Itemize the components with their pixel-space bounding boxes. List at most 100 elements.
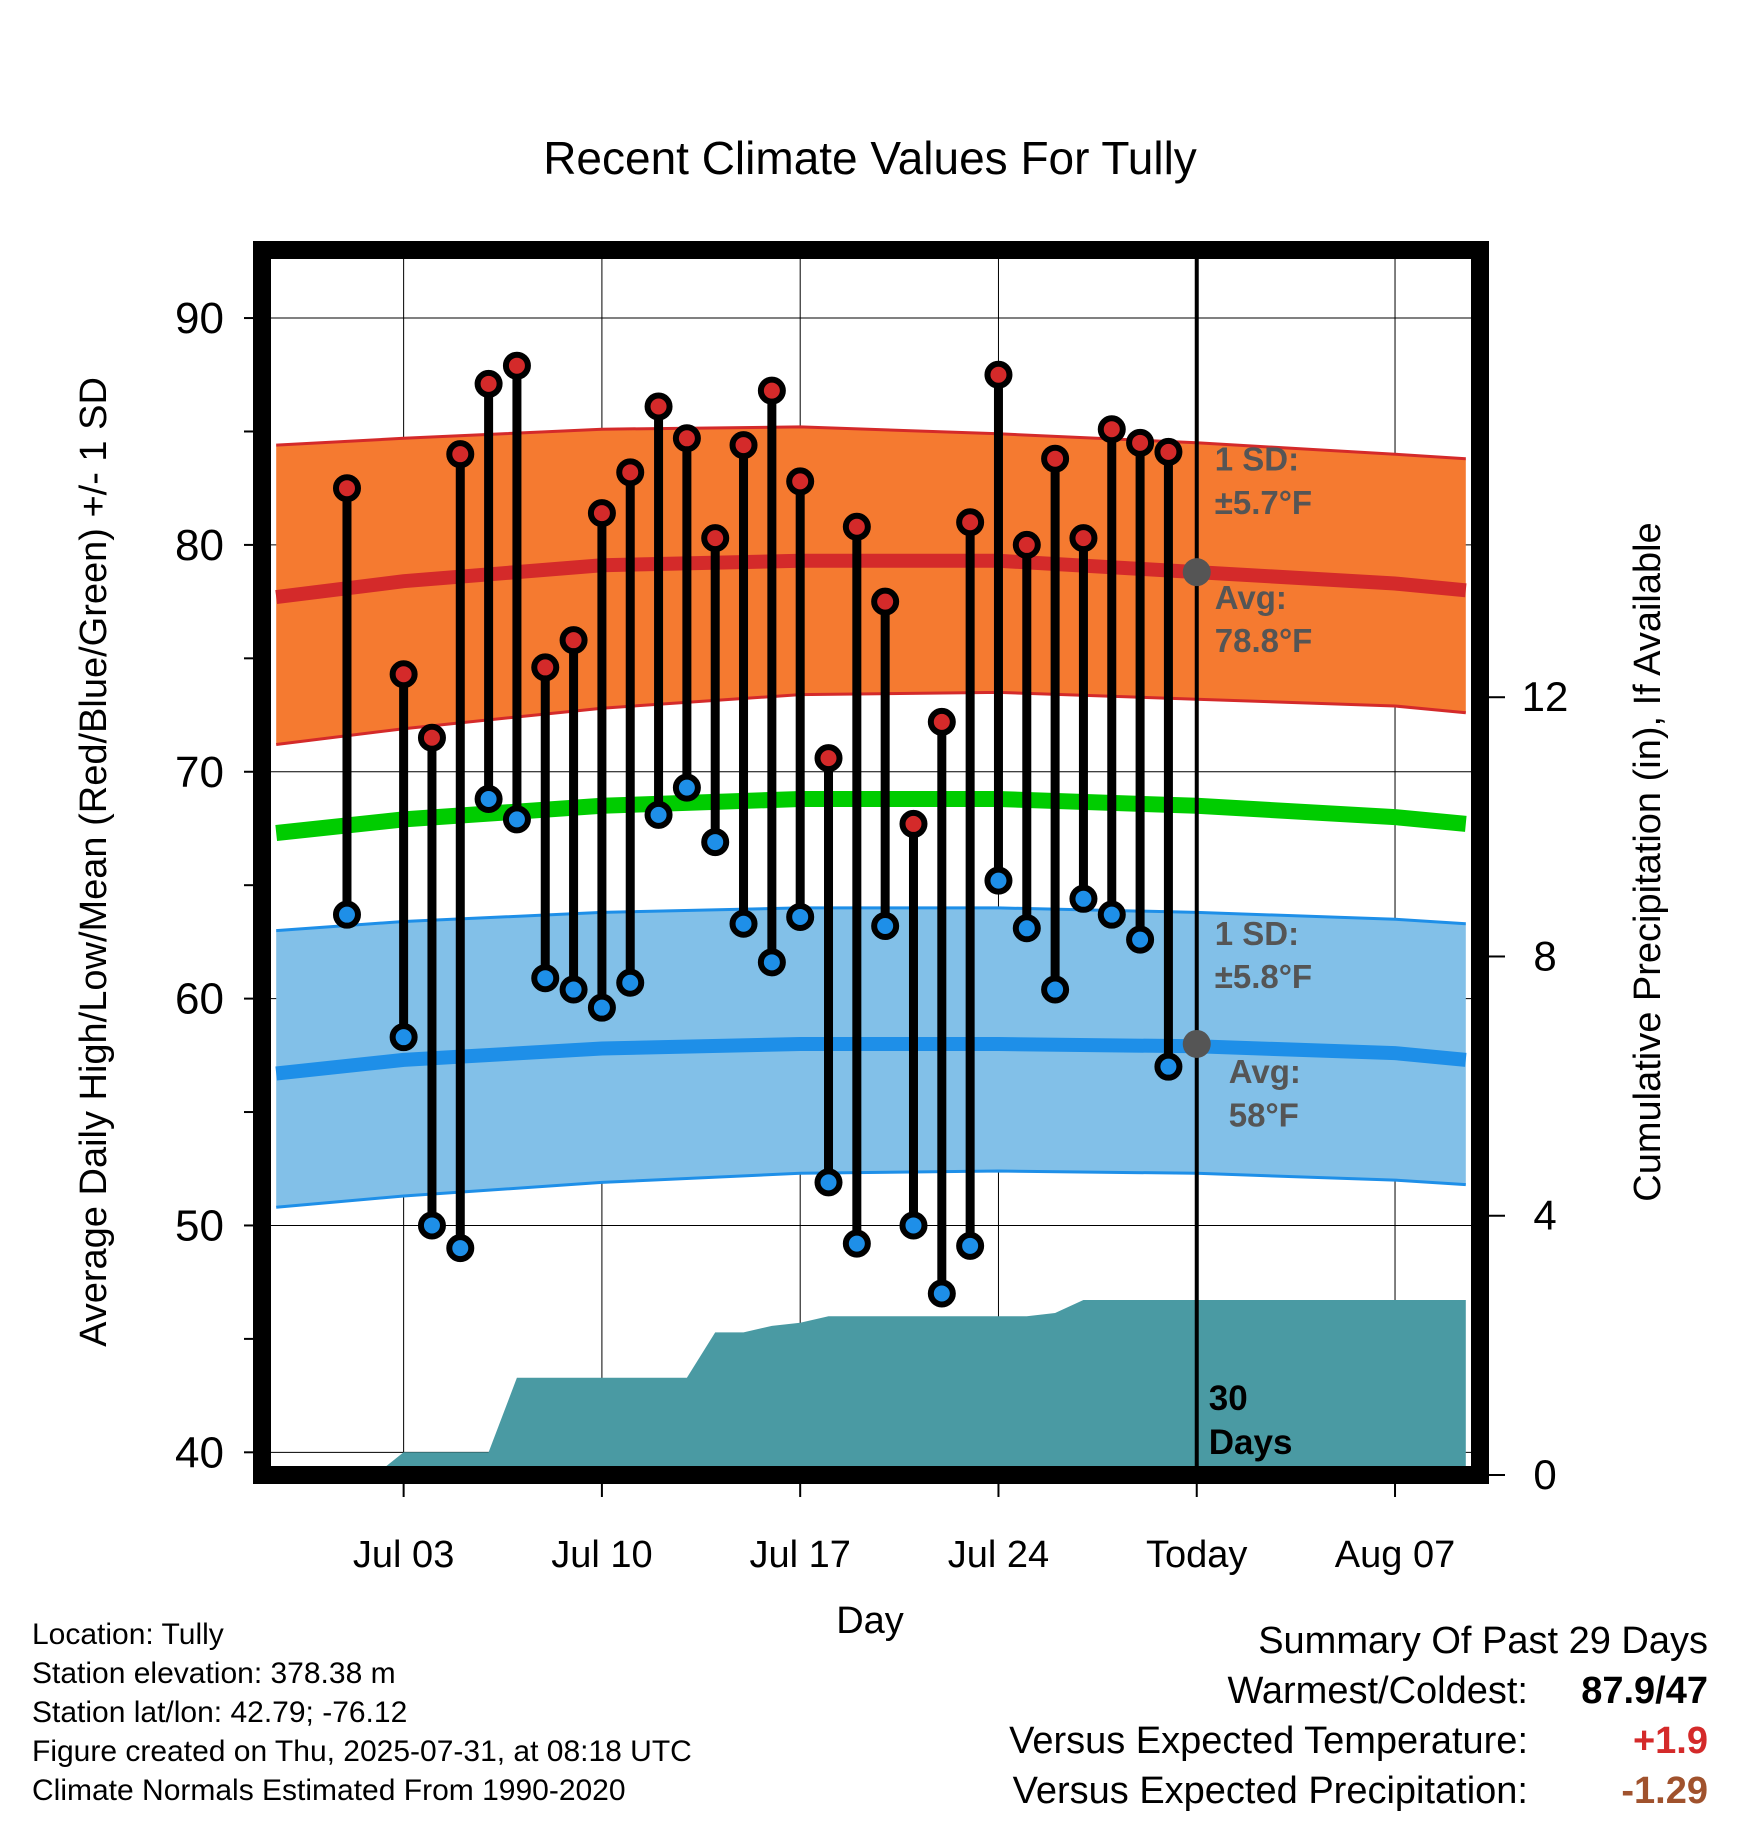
high-point	[644, 392, 673, 421]
high-point	[531, 653, 560, 682]
high-avg-marker	[1182, 558, 1211, 587]
y-tick-label: 70	[175, 748, 224, 797]
low-point	[899, 1211, 928, 1240]
latlon-info: Station lat/lon: 42.79; -76.12	[32, 1696, 408, 1729]
x-tick-label: Jul 24	[948, 1534, 1049, 1576]
low-avg-value: 58°F	[1229, 1096, 1299, 1133]
high-point	[1041, 444, 1070, 473]
high-point	[927, 707, 956, 736]
high-point	[502, 351, 531, 380]
high-point	[757, 376, 786, 405]
y2-tick-label: 8	[1533, 932, 1556, 979]
low-point	[1126, 925, 1155, 954]
high-point	[332, 474, 361, 503]
chart-title: Recent Climate Values For Tully	[543, 132, 1197, 184]
high-point	[587, 499, 616, 528]
elevation-info: Station elevation: 378.38 m	[32, 1657, 396, 1690]
mean-normal-line	[275, 791, 1467, 841]
y-tick-label: 90	[175, 294, 224, 343]
low-point	[1041, 975, 1070, 1004]
low-sd-value: ±5.8°F	[1215, 958, 1312, 995]
precip-label: Versus Expected Precipitation:	[1012, 1770, 1528, 1812]
low-point	[786, 902, 815, 931]
high-point	[956, 508, 985, 537]
days-word: Days	[1209, 1423, 1293, 1462]
summary-row-precip: Versus Expected Precipitation: -1.29	[1013, 1770, 1708, 1813]
x-tick-label: Jul 17	[749, 1534, 850, 1576]
y-tick-label: 50	[175, 1201, 224, 1250]
high-avg-value: 78.8°F	[1215, 622, 1313, 659]
low-point	[446, 1234, 475, 1263]
y-tick-label: 60	[175, 975, 224, 1024]
low-point	[559, 975, 588, 1004]
low-point	[1069, 884, 1098, 913]
low-point	[502, 805, 531, 834]
location-info: Location: Tully	[32, 1618, 224, 1651]
low-point	[531, 964, 560, 993]
high-point	[1154, 437, 1183, 466]
days-number: 30	[1209, 1379, 1248, 1418]
high-sd-upper-line	[276, 425, 1466, 461]
low-point	[417, 1211, 446, 1240]
low-point	[729, 909, 758, 938]
high-point	[871, 587, 900, 616]
low-point	[956, 1231, 985, 1260]
high-point	[984, 360, 1013, 389]
high-sd-value: ±5.7°F	[1215, 484, 1312, 521]
high-point	[672, 424, 701, 453]
low-point	[984, 866, 1013, 895]
precipitation-area	[262, 1300, 1466, 1475]
low-avg-marker	[1182, 1029, 1211, 1058]
low-point	[474, 784, 503, 813]
y2-tick-label: 12	[1522, 673, 1569, 720]
high-normal-line	[275, 553, 1467, 605]
high-point	[1012, 530, 1041, 559]
y2-axis-label: Cumulative Precipitation (in), If Availa…	[1627, 522, 1669, 1201]
high-point	[417, 723, 446, 752]
y-tick-label: 80	[175, 521, 224, 570]
low-point	[701, 828, 730, 857]
summary-title: Summary Of Past 29 Days	[1258, 1620, 1708, 1662]
high-point	[389, 660, 418, 689]
low-point	[1154, 1052, 1183, 1081]
low-point	[1097, 900, 1126, 929]
high-point	[1126, 428, 1155, 457]
low-point	[332, 900, 361, 929]
precip-value: -1.29	[1621, 1770, 1708, 1812]
x-tick-label: Today	[1146, 1534, 1247, 1576]
y2-tick-label: 0	[1533, 1451, 1556, 1498]
warmest-label: Warmest/Coldest:	[1227, 1670, 1528, 1712]
low-normal-line	[275, 1037, 1467, 1081]
high-sd-label: 1 SD:	[1215, 441, 1299, 478]
low-sd-upper-line	[276, 906, 1466, 933]
summary-panel: Summary Of Past 29 Days	[1258, 1620, 1708, 1663]
normals-info: Climate Normals Estimated From 1990-2020	[32, 1774, 626, 1807]
high-point	[616, 458, 645, 487]
x-tick-label: Aug 07	[1335, 1534, 1455, 1576]
low-point	[757, 948, 786, 977]
low-point	[927, 1279, 956, 1308]
plot-frame	[253, 241, 1489, 1484]
temp-value: +1.9	[1632, 1720, 1708, 1762]
created-info: Figure created on Thu, 2025-07-31, at 08…	[32, 1735, 692, 1768]
y-axis-label: Average Daily High/Low/Mean (Red/Blue/Gr…	[73, 377, 115, 1347]
high-point	[701, 524, 730, 553]
high-point	[1097, 415, 1126, 444]
y-tick-label: 40	[175, 1428, 224, 1477]
low-sd-label: 1 SD:	[1215, 915, 1299, 952]
high-point	[1069, 524, 1098, 553]
high-point	[559, 626, 588, 655]
high-point	[814, 744, 843, 773]
x-tick-label: Jul 10	[551, 1534, 652, 1576]
low-avg-label: Avg:	[1229, 1053, 1301, 1090]
high-point	[729, 431, 758, 460]
x-axis-label: Day	[836, 1600, 904, 1642]
low-point	[644, 800, 673, 829]
low-sd-lower-line	[276, 1169, 1466, 1209]
low-point	[672, 773, 701, 802]
warmest-value: 87.9/47	[1581, 1670, 1708, 1712]
x-tick-label: Jul 03	[353, 1534, 454, 1576]
y2-tick-label: 4	[1533, 1192, 1556, 1239]
temp-label: Versus Expected Temperature:	[1009, 1720, 1528, 1762]
